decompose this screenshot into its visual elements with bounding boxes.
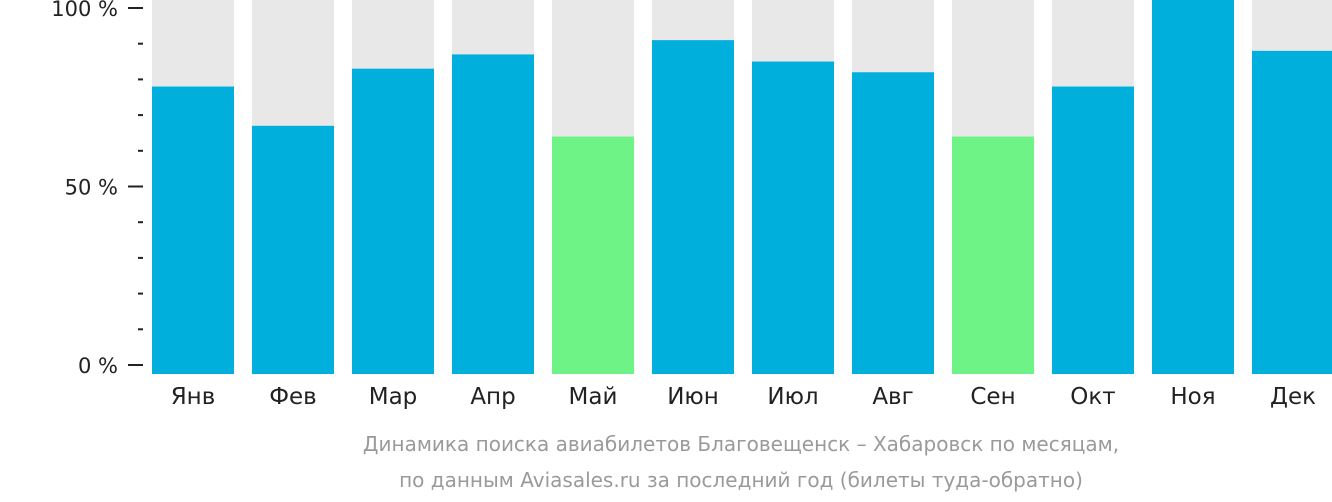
bar: [952, 136, 1034, 374]
bar: [1152, 0, 1234, 374]
x-tick-label: Май: [569, 384, 618, 410]
x-tick-label: Дек: [1270, 384, 1316, 410]
bar: [1052, 86, 1134, 374]
x-tick-label: Апр: [470, 384, 515, 410]
x-axis-labels: Янв Фев Мар Апр Май Июн Июл Авг Сен Окт Ноя Дек: [171, 384, 1316, 410]
x-tick-label: Ноя: [1170, 384, 1215, 410]
bar: [652, 40, 734, 374]
x-tick-label: Авг: [872, 384, 913, 410]
x-tick-label: Июн: [667, 384, 719, 410]
bar: [852, 72, 934, 374]
x-tick-label: Мар: [369, 384, 418, 410]
caption-line-1: Динамика поиска авиабилетов Благовещенск…: [362, 432, 1120, 456]
x-tick-label: Июл: [767, 384, 818, 410]
y-axis: 100 % 50 % 0 %: [51, 0, 143, 378]
x-tick-label: Фев: [269, 384, 317, 410]
bar: [352, 68, 434, 374]
y-tick-label: 100 %: [51, 0, 118, 21]
bar: [552, 136, 634, 374]
bar: [152, 86, 234, 374]
bar: [1252, 50, 1332, 375]
x-tick-label: Янв: [171, 384, 216, 410]
bar: [452, 54, 534, 374]
y-tick-label: 50 %: [65, 176, 118, 200]
x-tick-label: Сен: [970, 384, 1015, 410]
bar-chart: 100 % 50 % 0 % Янв Фев Мар Апр Май Июн Июл Авг Сен…: [51, 0, 1332, 410]
bars: [152, 0, 1332, 375]
y-tick-label: 0 %: [78, 354, 118, 378]
x-tick-label: Окт: [1070, 384, 1115, 410]
bar: [752, 61, 834, 375]
bar: [252, 125, 334, 374]
caption-line-2: по данным Aviasales.ru за последний год …: [399, 468, 1083, 492]
